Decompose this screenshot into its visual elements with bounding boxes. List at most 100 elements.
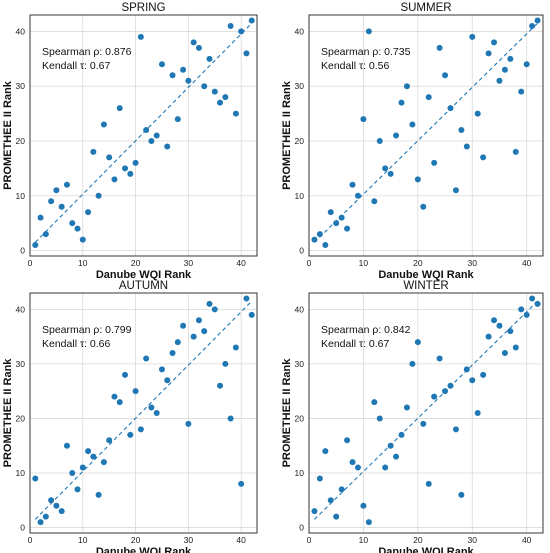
data-point bbox=[58, 203, 65, 210]
data-point bbox=[333, 220, 340, 227]
data-point bbox=[529, 295, 536, 302]
data-point bbox=[442, 72, 449, 79]
data-point bbox=[496, 77, 503, 84]
data-point bbox=[365, 519, 372, 526]
data-point bbox=[420, 203, 427, 210]
y-tick-label: 10 bbox=[295, 191, 305, 201]
data-point bbox=[387, 170, 394, 177]
data-point bbox=[222, 94, 229, 101]
data-point bbox=[393, 132, 400, 139]
data-point bbox=[158, 61, 165, 68]
y-tick-label: 0 bbox=[20, 523, 25, 533]
x-tick-label: 40 bbox=[236, 258, 246, 268]
x-tick-label: 20 bbox=[413, 258, 423, 268]
panel-title: AUTUMN bbox=[119, 280, 168, 292]
data-point bbox=[376, 137, 383, 144]
data-point bbox=[201, 83, 208, 90]
y-tick-label: 20 bbox=[16, 136, 26, 146]
data-point bbox=[371, 399, 378, 406]
data-point bbox=[485, 50, 492, 57]
data-point bbox=[458, 491, 465, 498]
data-point bbox=[523, 61, 530, 68]
data-point bbox=[48, 497, 55, 504]
data-point bbox=[452, 187, 459, 194]
data-point bbox=[79, 464, 86, 471]
y-axis-label: PROMETHEE II Rank bbox=[281, 80, 293, 190]
data-point bbox=[232, 344, 239, 351]
x-tick-label: 10 bbox=[359, 258, 369, 268]
data-point bbox=[534, 17, 541, 24]
data-point bbox=[37, 214, 44, 221]
data-point bbox=[148, 404, 155, 411]
data-point bbox=[447, 382, 454, 389]
y-tick-label: 0 bbox=[299, 246, 304, 256]
data-point bbox=[58, 508, 65, 515]
data-point bbox=[338, 486, 345, 493]
y-tick-label: 20 bbox=[295, 136, 305, 146]
data-point bbox=[333, 513, 340, 520]
plot-frame bbox=[308, 14, 544, 257]
data-point bbox=[211, 306, 218, 313]
data-point bbox=[164, 143, 171, 150]
trend-line bbox=[34, 22, 253, 243]
data-point bbox=[116, 399, 123, 406]
x-tick-label: 10 bbox=[359, 535, 369, 545]
kendall-annotation: Kendall τ: 0.67 bbox=[42, 60, 111, 72]
y-tick-label: 40 bbox=[295, 26, 305, 36]
spearman-annotation: Spearman ρ: 0.735 bbox=[321, 46, 411, 58]
data-point bbox=[327, 497, 334, 504]
data-point bbox=[127, 431, 134, 438]
data-point bbox=[338, 214, 345, 221]
data-point bbox=[180, 322, 187, 329]
plot-frame bbox=[308, 292, 544, 534]
data-point bbox=[349, 459, 356, 466]
data-point bbox=[100, 459, 107, 466]
data-point bbox=[74, 486, 81, 493]
data-point bbox=[243, 50, 250, 57]
panel-winter: 0 10 20 30 40 0 10 20 30 40 WINTER Danube WQI Rank P… bbox=[281, 280, 544, 553]
panel-title: SPRING bbox=[121, 2, 165, 14]
data-point bbox=[414, 176, 421, 183]
data-point bbox=[37, 519, 44, 526]
data-point bbox=[507, 328, 514, 335]
data-point bbox=[106, 154, 113, 161]
data-point bbox=[232, 110, 239, 117]
data-point bbox=[371, 198, 378, 205]
data-point bbox=[463, 366, 470, 373]
data-point bbox=[111, 393, 118, 400]
x-tick-label: 40 bbox=[236, 535, 246, 545]
data-point bbox=[474, 110, 481, 117]
x-axis-label: Danube WQI Rank bbox=[378, 269, 474, 281]
data-point bbox=[327, 209, 334, 216]
spearman-annotation: Spearman ρ: 0.842 bbox=[321, 324, 411, 336]
data-point bbox=[480, 154, 487, 161]
data-point bbox=[116, 105, 123, 112]
data-point bbox=[420, 420, 427, 427]
data-point bbox=[425, 480, 432, 487]
data-point bbox=[529, 22, 536, 29]
data-point bbox=[53, 187, 60, 194]
data-point bbox=[523, 311, 530, 318]
data-point bbox=[69, 220, 76, 227]
data-point bbox=[534, 300, 541, 307]
data-point bbox=[431, 159, 438, 166]
data-point bbox=[217, 99, 224, 106]
y-tick-label: 0 bbox=[20, 246, 25, 256]
panel-autumn: 0 10 20 30 40 0 10 20 30 40 AUTUMN Danube WQI Rank P… bbox=[2, 280, 258, 553]
data-point bbox=[409, 121, 416, 128]
x-axis-label: Danube WQI Rank bbox=[96, 546, 192, 553]
data-point bbox=[206, 300, 213, 307]
data-point bbox=[480, 371, 487, 378]
data-point bbox=[469, 377, 476, 384]
data-point bbox=[148, 137, 155, 144]
data-point bbox=[137, 426, 144, 433]
x-tick-label: 40 bbox=[522, 258, 532, 268]
data-point bbox=[436, 44, 443, 51]
data-point bbox=[190, 333, 197, 340]
spearman-annotation: Spearman ρ: 0.799 bbox=[42, 324, 132, 336]
data-point bbox=[201, 328, 208, 335]
data-point bbox=[122, 165, 129, 172]
data-point bbox=[238, 480, 245, 487]
data-point bbox=[127, 170, 134, 177]
